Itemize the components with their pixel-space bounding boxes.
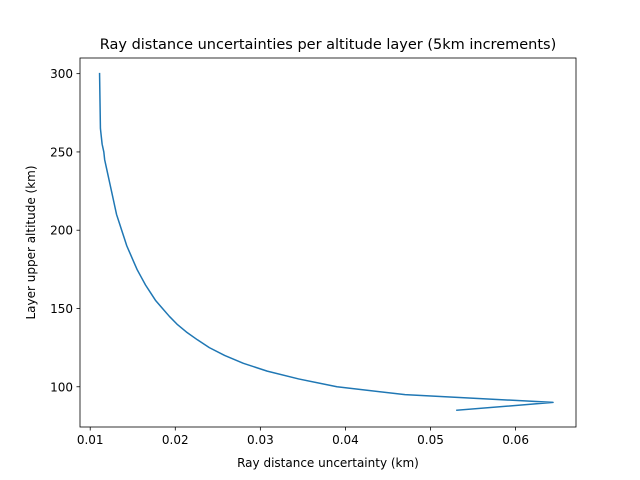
y-tick-label: 250 xyxy=(50,145,73,159)
y-tick-label: 300 xyxy=(50,67,73,81)
y-tick-label: 100 xyxy=(50,380,73,394)
plot-area xyxy=(79,57,577,428)
y-tick-label: 150 xyxy=(50,302,73,316)
chart-title: Ray distance uncertainties per altitude … xyxy=(100,37,557,53)
x-tick-label: 0.04 xyxy=(332,433,359,447)
x-tick-label: 0.02 xyxy=(162,433,189,447)
y-tick-label: 200 xyxy=(50,224,73,238)
series-line xyxy=(98,72,554,412)
x-tick-label: 0.05 xyxy=(417,433,444,447)
x-axis-label: Ray distance uncertainty (km) xyxy=(237,456,419,470)
x-axis: 0.01 0.02 0.03 0.04 0.05 0.06 xyxy=(77,427,529,447)
x-tick-label: 0.03 xyxy=(247,433,274,447)
x-tick-label: 0.01 xyxy=(77,433,104,447)
y-axis: 100 150 200 250 300 xyxy=(50,67,80,394)
y-axis-label: Layer upper altitude (km) xyxy=(24,165,38,319)
axes-frame xyxy=(79,57,577,428)
x-tick-label: 0.06 xyxy=(502,433,529,447)
